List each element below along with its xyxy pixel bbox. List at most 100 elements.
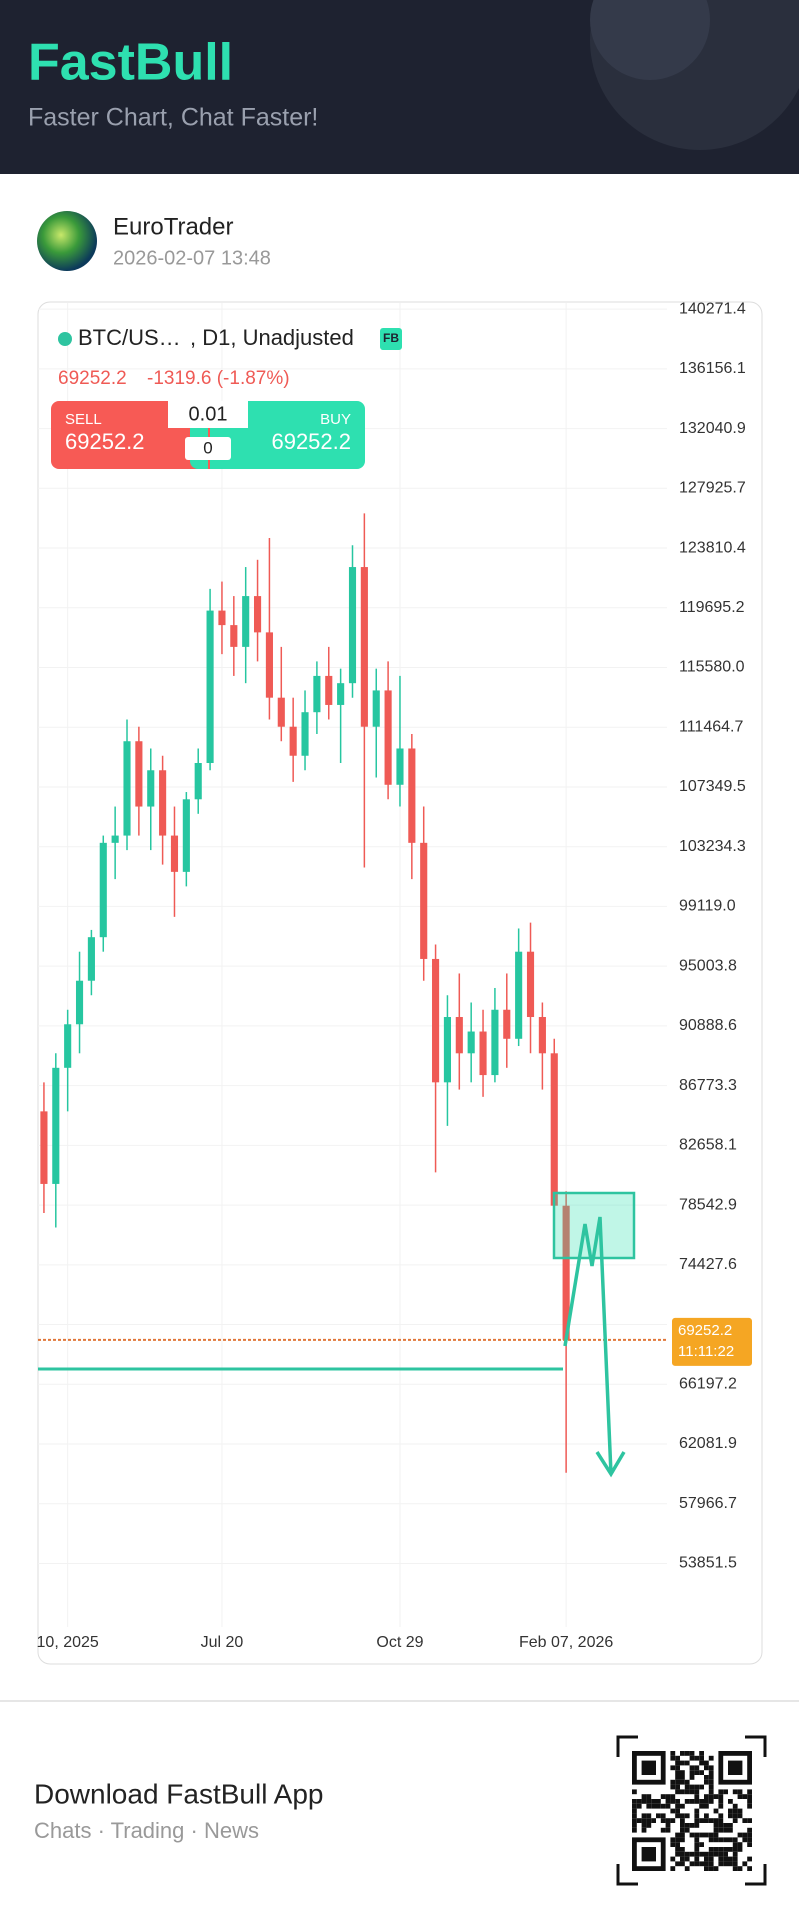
qr-module — [728, 1808, 733, 1814]
qr-module — [670, 1784, 676, 1790]
qr-module — [704, 1799, 709, 1804]
qr-module — [684, 1779, 690, 1785]
qr-finder — [641, 1847, 656, 1862]
qr-module — [723, 1847, 728, 1852]
qr-module — [632, 1823, 637, 1828]
qr-module — [689, 1789, 695, 1795]
qr-module — [732, 1866, 738, 1871]
qr-module — [665, 1803, 671, 1809]
qr-module — [675, 1842, 680, 1847]
qr-module — [632, 1803, 637, 1809]
qr-module — [713, 1837, 719, 1843]
qr-module — [675, 1799, 680, 1804]
qr-module — [670, 1794, 676, 1799]
qr-module — [718, 1813, 724, 1819]
buy-price[interactable]: 69252.2 — [271, 429, 351, 454]
candle-body — [194, 763, 202, 800]
qr-module — [708, 1851, 714, 1857]
qr-module — [732, 1837, 738, 1843]
qr-module — [694, 1856, 700, 1862]
qr-module — [689, 1799, 695, 1804]
buy-label[interactable]: BUY — [320, 411, 351, 428]
qr-module — [723, 1823, 728, 1828]
candle-body — [550, 1053, 558, 1206]
qr-module — [675, 1789, 680, 1795]
qr-module — [684, 1851, 690, 1857]
qr-module — [694, 1818, 700, 1823]
author: EuroTrader — [113, 213, 234, 240]
qr-module — [708, 1765, 714, 1771]
qr-module — [713, 1818, 719, 1823]
qr-module — [713, 1827, 719, 1833]
candle-body — [443, 1017, 452, 1083]
qr-module — [728, 1847, 733, 1852]
candle-body — [538, 1017, 546, 1054]
qr-module — [665, 1823, 671, 1828]
qr-module — [747, 1794, 752, 1799]
qr-module — [660, 1827, 666, 1833]
price-tag-bg — [672, 1317, 752, 1366]
qr-module — [747, 1799, 752, 1804]
qr-module — [689, 1770, 695, 1775]
sell-price[interactable]: 69252.2 — [65, 429, 145, 454]
sell-label[interactable]: SELL — [65, 411, 102, 428]
qr-module — [718, 1851, 724, 1857]
qr-module — [656, 1799, 661, 1804]
qr-module — [708, 1856, 714, 1862]
qr-module — [670, 1837, 676, 1843]
y-tick-label: 127925.7 — [679, 480, 746, 497]
candle-body — [491, 1009, 499, 1076]
qr-module — [723, 1789, 728, 1795]
post-time: 2026-02-07 13:48 — [113, 247, 271, 269]
quantity-box[interactable] — [185, 437, 231, 460]
candle-body — [87, 937, 95, 981]
qr-module — [747, 1832, 752, 1838]
qr-module — [723, 1827, 728, 1833]
qr-module — [718, 1827, 724, 1833]
quantity[interactable]: 0 — [203, 438, 212, 457]
qr-module — [689, 1861, 695, 1867]
footer-subtitle: Chats · Trading · News — [34, 1818, 259, 1843]
qr-module — [718, 1803, 724, 1809]
qr-module — [670, 1765, 676, 1771]
qr-module — [713, 1866, 719, 1871]
qr-module — [689, 1751, 695, 1756]
qr-module — [699, 1760, 704, 1766]
qr-module — [684, 1751, 690, 1756]
qr-module — [680, 1770, 685, 1775]
candle-body — [526, 951, 535, 1018]
candle-body — [40, 1111, 48, 1184]
badge-bg — [380, 328, 402, 350]
qr-module — [680, 1847, 685, 1852]
lot-box[interactable] — [168, 401, 248, 428]
candle-body — [562, 1205, 570, 1340]
qr-module — [656, 1803, 661, 1809]
y-tick-label: 86773.3 — [679, 1077, 737, 1094]
qr-module — [699, 1832, 704, 1838]
qr-module — [708, 1799, 714, 1804]
y-tick-label: 103234.3 — [679, 838, 746, 855]
qr-module — [694, 1794, 700, 1799]
candle-body — [337, 683, 345, 705]
qr-module — [713, 1851, 719, 1857]
price-change: -1319.6 (-1.87%) — [147, 368, 290, 389]
qr-module — [704, 1861, 709, 1867]
qr-module — [680, 1775, 685, 1780]
lot-size[interactable]: 0.01 — [189, 403, 228, 425]
qr-module — [723, 1861, 728, 1867]
candle-body — [159, 770, 167, 836]
qr-module — [747, 1866, 752, 1871]
qr-module — [660, 1794, 666, 1799]
qr-module — [675, 1837, 680, 1843]
y-tick-label: 78542.9 — [679, 1196, 737, 1213]
price-tag-countdown: 11:11:22 — [678, 1343, 734, 1360]
qr-module — [742, 1832, 748, 1838]
qr-module — [708, 1832, 714, 1838]
qr-module — [708, 1847, 714, 1852]
qr-module — [708, 1784, 714, 1790]
qr-module — [689, 1755, 695, 1761]
qr-module — [694, 1799, 700, 1804]
qr-module — [636, 1818, 642, 1823]
y-tick-label: 107349.5 — [679, 778, 746, 795]
